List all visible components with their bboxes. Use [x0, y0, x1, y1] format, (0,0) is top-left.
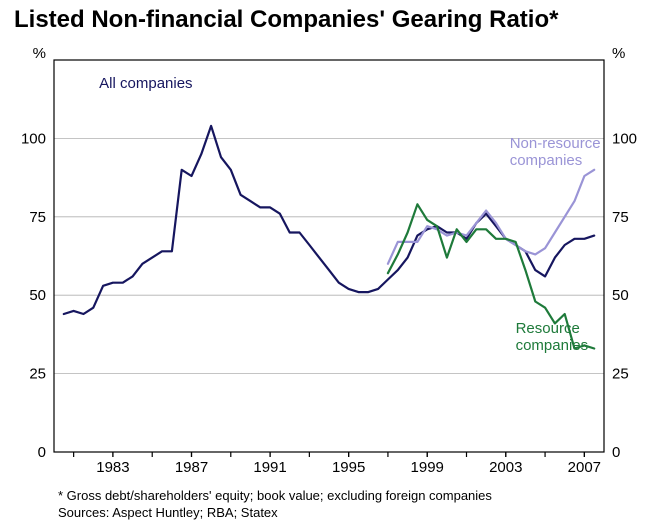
ytick-label: 50 [29, 287, 46, 304]
y-unit-right: % [612, 45, 625, 62]
footnote-line-2: Sources: Aspect Huntley; RBA; Statex [58, 504, 492, 522]
xtick-label: 1995 [332, 459, 365, 476]
ytick-label-right: 50 [612, 287, 629, 304]
xtick-label: 2007 [568, 459, 601, 476]
ytick-label-right: 100 [612, 130, 637, 147]
xtick-label: 1991 [253, 459, 286, 476]
ytick-label: 0 [38, 444, 46, 461]
chart-plot: All companiesNon-resourcecompaniesResour… [0, 0, 651, 532]
ytick-label-right: 75 [612, 209, 629, 226]
xtick-label: 1983 [96, 459, 129, 476]
xtick-label: 1987 [175, 459, 208, 476]
series-label: Non-resource [510, 135, 601, 152]
series-label: companies [516, 337, 589, 354]
xtick-label: 2003 [489, 459, 522, 476]
chart-footnote: * Gross debt/shareholders' equity; book … [58, 487, 492, 522]
footnote-line-1: * Gross debt/shareholders' equity; book … [58, 487, 492, 505]
series-label: companies [510, 152, 583, 169]
series-label: Resource [516, 320, 580, 337]
ytick-label: 100 [21, 130, 46, 147]
ytick-label: 25 [29, 366, 46, 383]
y-unit-left: % [33, 45, 46, 62]
xtick-label: 1999 [411, 459, 444, 476]
ytick-label-right: 25 [612, 366, 629, 383]
ytick-label: 75 [29, 209, 46, 226]
chart-container: Listed Non-financial Companies' Gearing … [0, 0, 651, 532]
series-label: All companies [99, 75, 192, 92]
ytick-label-right: 0 [612, 444, 620, 461]
